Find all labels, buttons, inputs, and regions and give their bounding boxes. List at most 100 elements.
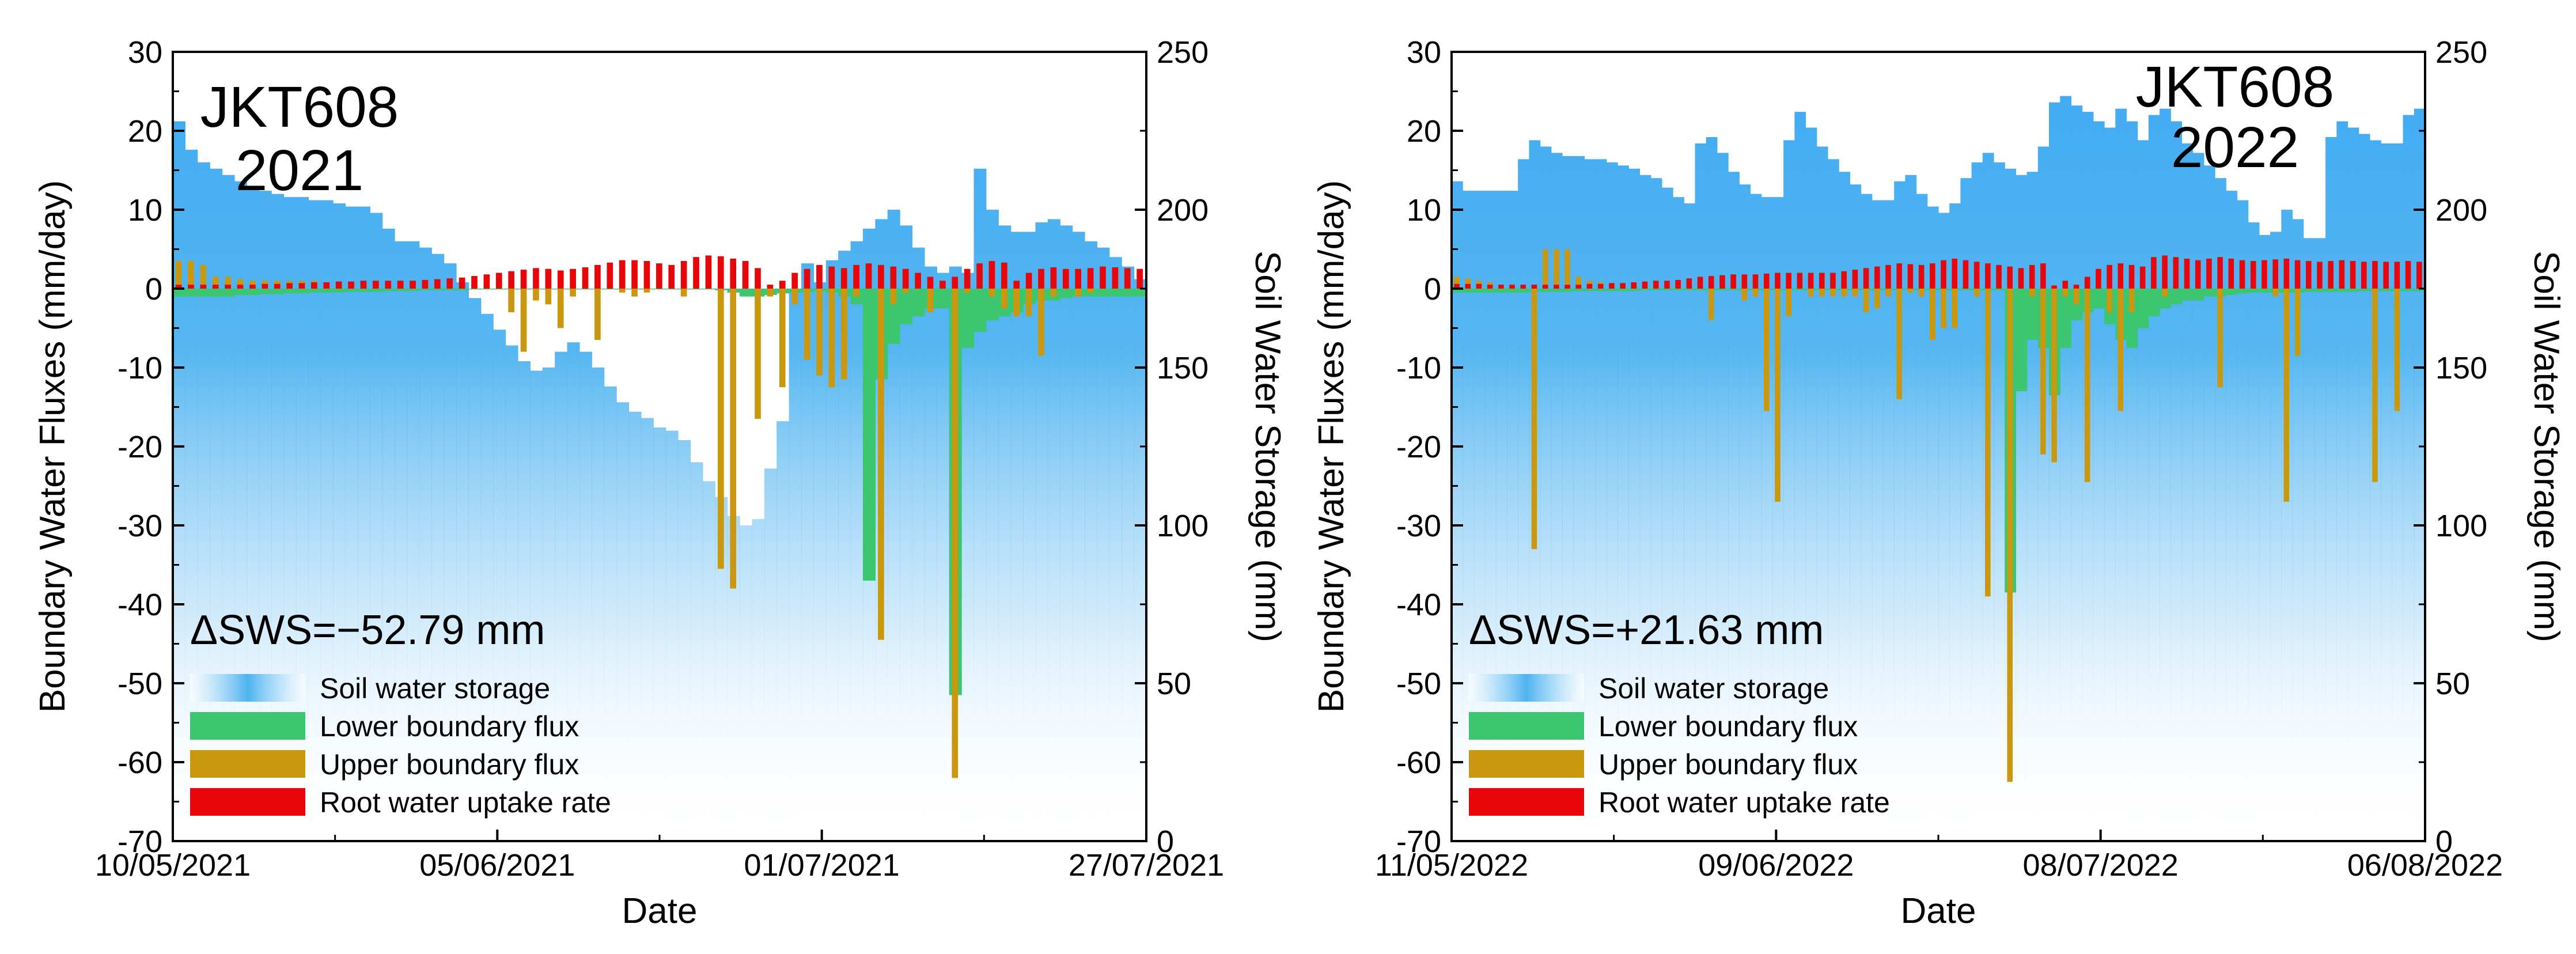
left-axis-label: Boundary Water Fluxes (mm/day) bbox=[33, 180, 73, 713]
lower-flux-bar bbox=[1573, 289, 1585, 292]
lower-flux-bar bbox=[2403, 289, 2415, 292]
lower-flux-bar bbox=[444, 289, 457, 290]
storage-bar bbox=[628, 411, 642, 841]
root-uptake-bar bbox=[348, 281, 354, 289]
root-uptake-bar bbox=[1100, 266, 1106, 289]
upper-flux-bar bbox=[200, 264, 207, 289]
upper-flux-bar bbox=[2394, 289, 2400, 411]
lower-flux-bar bbox=[1097, 289, 1110, 297]
root-uptake-bar bbox=[2361, 262, 2367, 289]
upper-flux-bar bbox=[533, 289, 539, 301]
root-uptake-bar bbox=[311, 282, 317, 289]
upper-flux-bar bbox=[2128, 289, 2135, 313]
root-uptake-bar bbox=[323, 282, 330, 289]
upper-flux-bar bbox=[1786, 289, 1791, 316]
storage-bar bbox=[1882, 200, 1895, 841]
upper-flux-bar bbox=[1075, 289, 1082, 297]
storage-bar bbox=[1861, 194, 1873, 842]
storage-bar bbox=[1839, 172, 1850, 841]
root-uptake-bar bbox=[2350, 261, 2356, 289]
lower-flux-bar bbox=[370, 289, 383, 292]
storage-bar bbox=[2181, 143, 2194, 841]
root-uptake-bar bbox=[495, 272, 502, 289]
x-axis-label: Date bbox=[1901, 891, 1976, 931]
root-uptake-bar bbox=[1885, 264, 1891, 289]
root-uptake-bar bbox=[397, 281, 404, 289]
right-axis-label: Soil Water Storage (mm) bbox=[1248, 251, 1287, 642]
lower-flux-bar bbox=[2414, 289, 2426, 292]
left-tick-label: -40 bbox=[1396, 588, 1441, 622]
root-uptake-bar bbox=[1664, 281, 1670, 289]
storage-bar bbox=[1695, 143, 1707, 841]
root-uptake-bar bbox=[1520, 285, 1526, 289]
upper-flux-bar bbox=[1741, 289, 1748, 301]
root-uptake-bar bbox=[2383, 262, 2389, 289]
right-tick-label: 50 bbox=[1157, 667, 1191, 701]
lower-flux-bar bbox=[1134, 289, 1147, 297]
upper-flux-bar bbox=[1087, 289, 1094, 293]
upper-flux-bar bbox=[964, 289, 971, 293]
lower-flux-bar bbox=[937, 289, 950, 309]
root-uptake-bar bbox=[1907, 264, 1914, 289]
lower-flux-bar bbox=[2060, 289, 2072, 348]
root-uptake-bar bbox=[1896, 263, 1903, 289]
root-uptake-bar bbox=[656, 263, 662, 289]
lower-flux-bar bbox=[1794, 289, 1806, 290]
storage-bar bbox=[1606, 162, 1618, 841]
storage-bar bbox=[493, 330, 506, 841]
lower-flux-bar bbox=[1728, 289, 1740, 290]
storage-bar bbox=[395, 241, 408, 841]
upper-flux-bar bbox=[1775, 289, 1781, 502]
right-axis-label: Soil Water Storage (mm) bbox=[2526, 251, 2566, 642]
right-tick-label: 0 bbox=[2435, 824, 2453, 859]
root-uptake-bar bbox=[2283, 258, 2290, 289]
root-uptake-bar bbox=[1087, 268, 1094, 289]
root-uptake-bar bbox=[1686, 278, 1692, 289]
upper-flux-bar bbox=[878, 289, 884, 640]
lower-flux-bar bbox=[173, 289, 185, 297]
upper-flux-bar bbox=[2272, 289, 2278, 297]
storage-bar bbox=[1684, 203, 1696, 841]
storage-bar bbox=[2259, 234, 2271, 842]
root-uptake-bar bbox=[1874, 266, 1880, 289]
lower-flux-bar bbox=[1109, 289, 1122, 297]
right-tick-label: 250 bbox=[2435, 35, 2487, 70]
root-uptake-bar bbox=[1454, 283, 1460, 289]
root-uptake-bar bbox=[2151, 257, 2157, 289]
lower-flux-bar bbox=[740, 289, 753, 297]
root-uptake-bar bbox=[1509, 285, 1515, 289]
x-axis-ticks: 11/05/2022 09/06/2022 08/07/2022 06/08/2022 bbox=[1375, 830, 2503, 883]
storage-bar bbox=[1617, 165, 1629, 841]
left-tick-label: -20 bbox=[1396, 430, 1441, 464]
delta-sws-label: ΔSWS=+21.63 mm bbox=[1469, 607, 1824, 653]
root-uptake-bar bbox=[2372, 261, 2378, 289]
panel-title-year: 2021 bbox=[236, 138, 363, 203]
root-uptake-bar bbox=[2040, 263, 2046, 289]
storage-bar bbox=[1639, 175, 1651, 842]
storage-bar bbox=[517, 361, 531, 841]
storage-bar bbox=[665, 430, 679, 841]
storage-bar bbox=[2137, 140, 2149, 842]
legend-label-upper: Upper boundary flux bbox=[1598, 748, 1858, 781]
root-uptake-bar bbox=[520, 270, 527, 289]
root-uptake-bar bbox=[200, 285, 207, 289]
upper-flux-bar bbox=[225, 277, 231, 289]
storage-bar bbox=[740, 525, 753, 841]
x-tick-label: 27/07/2021 bbox=[1069, 848, 1224, 883]
storage-bar bbox=[1518, 159, 1530, 841]
storage-bar bbox=[1794, 112, 1806, 841]
root-uptake-bar bbox=[372, 281, 379, 289]
root-uptake-bar bbox=[2195, 260, 2201, 289]
root-uptake-bar bbox=[570, 268, 576, 289]
lower-flux-bar bbox=[2248, 289, 2260, 293]
root-uptake-bar bbox=[2139, 266, 2146, 289]
x-tick-label: 06/08/2022 bbox=[2347, 848, 2503, 883]
storage-bar bbox=[283, 197, 297, 842]
root-uptake-bar bbox=[668, 264, 675, 289]
lower-flux-bar bbox=[2026, 289, 2039, 340]
legend-swatch-lower bbox=[190, 712, 305, 740]
root-uptake-bar bbox=[755, 268, 761, 289]
upper-flux-bar bbox=[680, 289, 687, 297]
lower-flux-bar bbox=[1562, 289, 1574, 292]
root-uptake-bar bbox=[2096, 268, 2101, 289]
